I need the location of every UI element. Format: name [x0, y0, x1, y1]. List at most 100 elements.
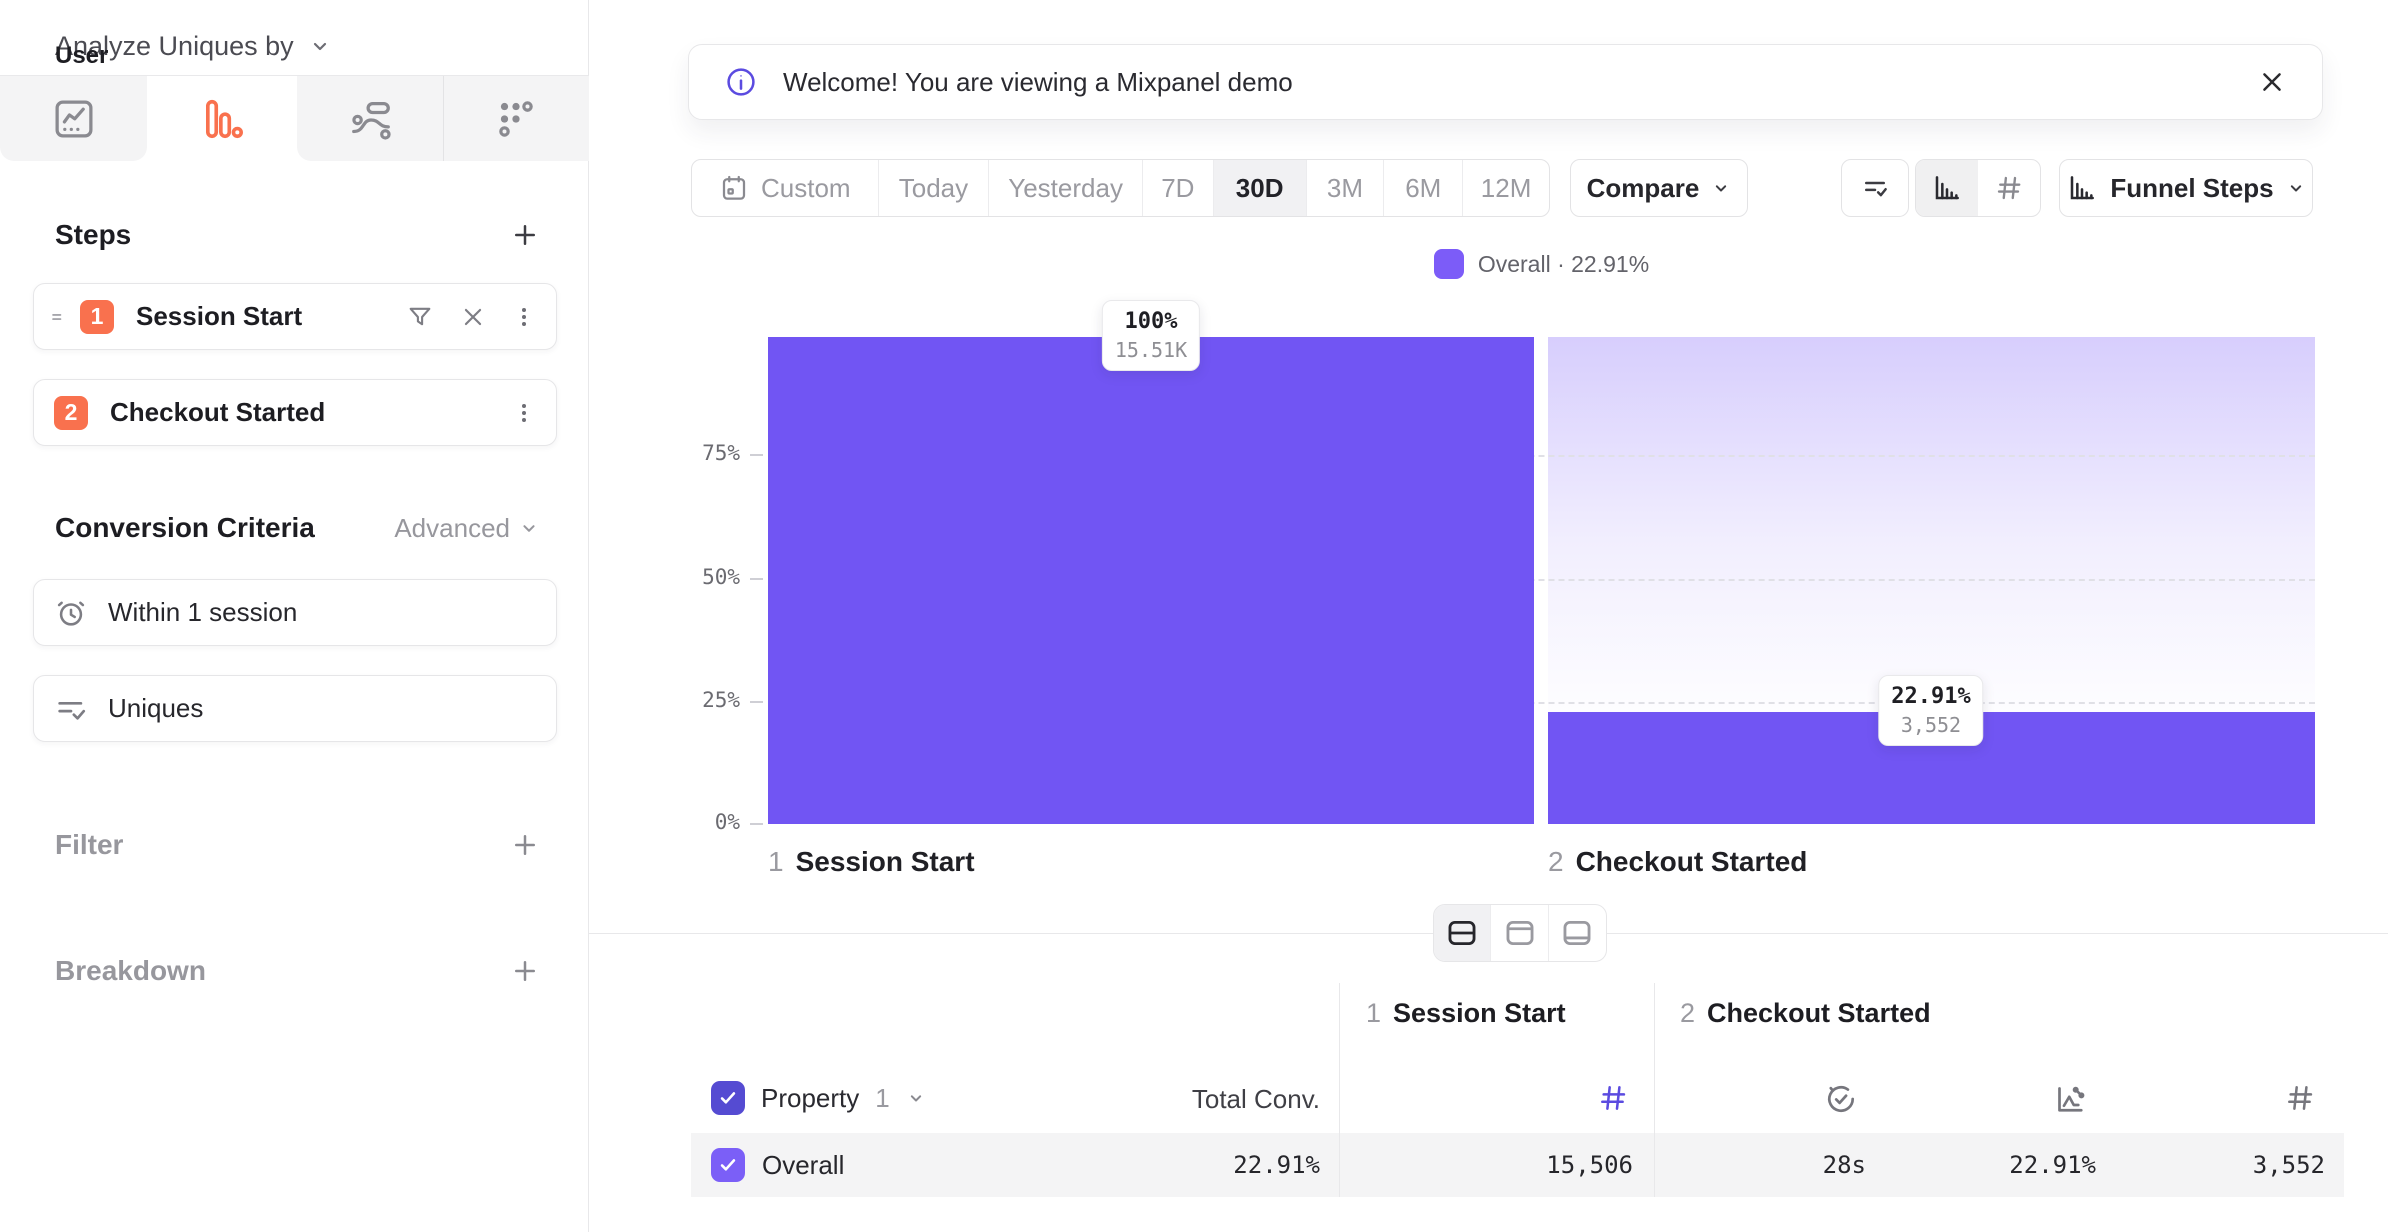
row-checkbox[interactable] [711, 1148, 745, 1182]
banner-text: Welcome! You are viewing a Mixpanel demo [783, 66, 1293, 97]
tab-funnels-active[interactable] [147, 76, 297, 161]
close-icon[interactable] [2258, 68, 2286, 96]
conversion-window-setting[interactable]: Within 1 session [33, 579, 557, 646]
step-row-2[interactable]: 2 Checkout Started [33, 379, 557, 446]
segment-number[interactable] [1978, 160, 2040, 216]
conversion-window-label: Within 1 session [108, 597, 298, 627]
x-axis-label-step-1: 1 Session Start [768, 846, 975, 877]
retention-icon [493, 96, 539, 142]
table-column-divider [1339, 983, 1340, 1197]
table-column-divider [1654, 983, 1655, 1197]
kebab-menu-icon[interactable] [512, 304, 536, 330]
chevron-down-icon[interactable] [906, 1088, 926, 1108]
table-group-step-1: 1 Session Start [1366, 998, 1566, 1028]
metrics-list-button[interactable] [1841, 159, 1909, 217]
flows-icon [348, 96, 394, 142]
property-header: Property 1 [711, 1081, 926, 1115]
cell-step1-uniques: 15,506 [1546, 1151, 1633, 1179]
gridline-25 [768, 702, 2315, 704]
list-check-icon [54, 692, 88, 726]
x-axis-label-step-2: 2 Checkout Started [1548, 846, 1808, 877]
counting-method-setting[interactable]: Uniques [33, 675, 557, 742]
tab-insights[interactable] [0, 76, 147, 161]
steps-section-header: Steps [55, 213, 540, 257]
insights-icon [51, 96, 97, 142]
date-range-custom[interactable]: Custom [692, 160, 879, 216]
gridline-50 [768, 579, 2315, 581]
breakdown-section-header: Breakdown [55, 949, 540, 993]
add-step-button[interactable] [510, 220, 540, 250]
layout-split-horizontal[interactable] [1434, 905, 1492, 961]
cell-step2-uniques: 3,552 [2252, 1151, 2325, 1179]
step-row-1[interactable]: 1 Session Start [33, 283, 557, 350]
steps-title: Steps [55, 219, 132, 250]
list-check-icon [1860, 173, 1890, 203]
conv-rate-column-icon[interactable] [2052, 1081, 2088, 1117]
date-range-today[interactable]: Today [879, 160, 990, 216]
date-range-7d[interactable]: 7D [1143, 160, 1214, 216]
tab-flows[interactable] [297, 76, 444, 161]
calendar-icon [719, 173, 749, 203]
filter-funnel-icon[interactable] [406, 303, 434, 331]
conversion-criteria-header: Conversion Criteria Advanced [55, 506, 540, 550]
drag-handle-icon[interactable] [48, 307, 68, 327]
property-index: 1 [875, 1082, 890, 1113]
bar-label-step-1: 100% 15.51K [1101, 300, 1201, 371]
y-axis-label-0: 0% [714, 810, 740, 834]
add-filter-button[interactable] [510, 830, 540, 860]
analyze-value-dropdown[interactable]: User [55, 42, 109, 69]
filter-title: Filter [55, 829, 124, 860]
cell-step2-avg-time: 28s [1822, 1151, 1866, 1179]
uniques-count-column-icon-selected[interactable] [1597, 1082, 1629, 1114]
y-axis-label-25: 25% [702, 688, 740, 712]
hash-icon [1994, 173, 2024, 203]
remove-step-icon[interactable] [460, 304, 486, 330]
step-label[interactable]: Checkout Started [110, 397, 326, 427]
counting-method-label: Uniques [108, 693, 204, 723]
total-conv-column-header[interactable]: Total Conv. [1191, 1084, 1320, 1114]
legend-series-value: 22.91% [1571, 250, 1650, 277]
filter-section-header: Filter [55, 823, 540, 867]
chart-legend[interactable]: Overall · 22.91% [768, 246, 2315, 282]
date-range-12m[interactable]: 12M [1480, 172, 1532, 203]
date-range-6m[interactable]: 6M [1384, 160, 1464, 216]
table-row-overall[interactable]: Overall 22.91% 15,506 28s 22.91% 3,552 [691, 1133, 2344, 1197]
property-label[interactable]: Property [761, 1082, 860, 1113]
advanced-dropdown[interactable]: Advanced [394, 513, 540, 544]
segment-bar-chart[interactable] [1916, 160, 1978, 216]
analyze-label: Analyze Uniques by [55, 30, 294, 61]
demo-banner: Welcome! You are viewing a Mixpanel demo [688, 44, 2323, 120]
compare-button[interactable]: Compare [1570, 159, 1748, 217]
funnel-dropoff-gradient [1548, 337, 2315, 712]
bar-label-step-2: 22.91% 3,552 [1878, 675, 1984, 746]
layout-bottom-bar[interactable] [1549, 905, 1606, 961]
table-group-step-2: 2 Checkout Started [1680, 998, 1931, 1028]
chevron-down-icon [2286, 178, 2306, 198]
funnel-steps-view-dropdown[interactable]: Funnel Steps [2059, 159, 2313, 217]
layout-top-bar[interactable] [1491, 905, 1549, 961]
report-type-tabs [0, 75, 589, 161]
chevron-down-icon[interactable] [308, 34, 332, 58]
y-axis-label-75: 75% [702, 441, 740, 465]
step-label[interactable]: Session Start [136, 301, 303, 331]
legend-swatch [1433, 249, 1464, 279]
funnels-icon [199, 96, 245, 142]
analyze-uniques-by: Analyze Uniques by User [55, 24, 332, 69]
add-breakdown-button[interactable] [510, 956, 540, 986]
breakdown-title: Breakdown [55, 955, 206, 986]
select-all-checkbox[interactable] [711, 1081, 745, 1115]
cell-step2-conv-rate: 22.91% [2009, 1151, 2096, 1179]
tab-retention[interactable] [442, 76, 589, 161]
date-range-yesterday[interactable]: Yesterday [989, 160, 1143, 216]
avg-time-column-icon[interactable] [1823, 1081, 1859, 1117]
uniques-count-column-icon[interactable] [2284, 1082, 2316, 1114]
funnel-bar-step-1[interactable] [768, 337, 1534, 824]
gridline-75 [768, 455, 2315, 457]
chevron-down-icon [1711, 178, 1731, 198]
date-range-3m[interactable]: 3M [1307, 160, 1385, 216]
panel-layout-toggle [1433, 904, 1607, 962]
kebab-menu-icon[interactable] [512, 400, 536, 426]
step-number-badge: 1 [80, 299, 114, 334]
y-axis-label-50: 50% [702, 565, 740, 589]
date-range-30d-active[interactable]: 30D [1213, 160, 1307, 216]
